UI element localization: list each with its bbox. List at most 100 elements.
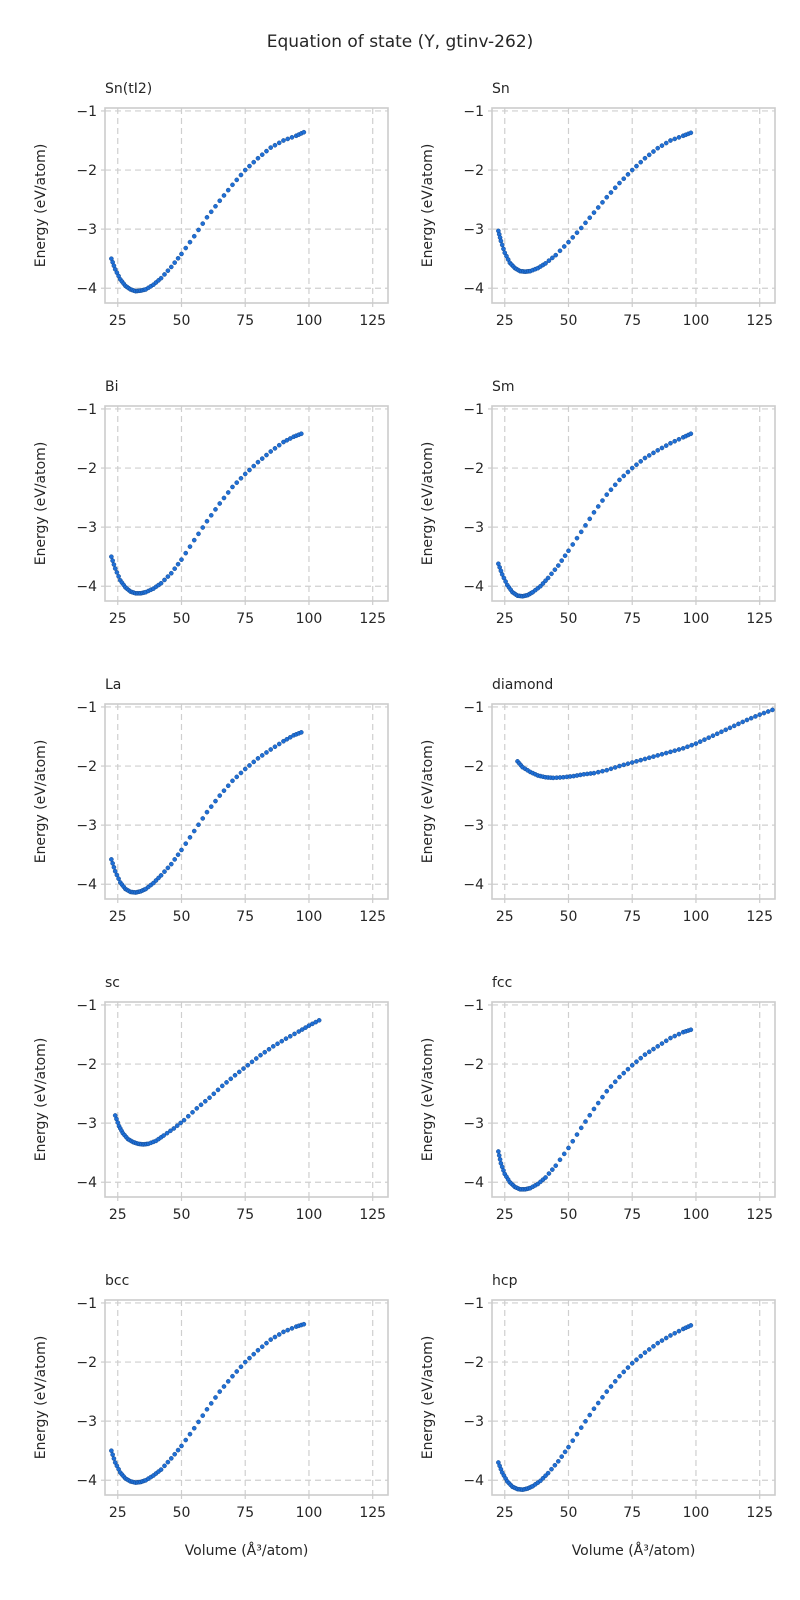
y-tick-label: −4 xyxy=(76,1473,97,1489)
y-tick-label: −1 xyxy=(463,700,484,716)
data-point xyxy=(634,163,639,169)
data-point xyxy=(663,140,669,146)
data-point xyxy=(230,1373,235,1379)
data-point xyxy=(276,741,282,747)
panel-title: Sm xyxy=(492,379,515,395)
x-tick-label: 50 xyxy=(173,1207,191,1223)
data-point xyxy=(651,149,656,154)
data-point xyxy=(276,140,282,146)
data-point xyxy=(629,465,635,471)
data-point xyxy=(608,766,614,772)
data-point xyxy=(204,518,210,524)
data-point xyxy=(175,1447,181,1453)
data-point xyxy=(253,1056,259,1061)
data-point xyxy=(264,1340,269,1346)
data-point xyxy=(168,264,174,270)
data-point xyxy=(259,456,265,461)
data-point xyxy=(258,1052,263,1058)
data-point xyxy=(672,438,678,444)
data-point xyxy=(765,709,771,714)
data-point xyxy=(264,148,269,154)
data-point xyxy=(672,1033,678,1039)
y-axis-label: Energy (eV/atom) xyxy=(420,144,436,268)
data-point xyxy=(688,1027,694,1033)
data-point xyxy=(570,542,576,547)
data-point xyxy=(566,239,571,245)
data-point xyxy=(168,1128,173,1134)
data-point xyxy=(736,721,741,727)
data-point xyxy=(587,215,593,221)
panel-La: 25 50 75 100 125 −4 −3 −2 −1 La Energy (eV/atom) xyxy=(33,677,389,925)
data-point xyxy=(183,245,189,251)
data-point xyxy=(672,748,678,753)
x-tick-label: 50 xyxy=(560,611,578,627)
axes-frame xyxy=(104,405,389,602)
data-point xyxy=(668,440,673,446)
data-point xyxy=(570,1438,576,1443)
panel-bcc: 25 50 75 100 125 −4 −3 −2 −1 bcc Energy (eV/atom) V… xyxy=(33,1273,389,1559)
data-point xyxy=(175,255,181,261)
data-point xyxy=(259,152,265,157)
data-point xyxy=(550,1167,555,1172)
data-point xyxy=(217,501,223,506)
y-tick-label: −3 xyxy=(76,1116,97,1132)
y-tick-label: −1 xyxy=(463,998,484,1014)
data-point xyxy=(545,1470,551,1476)
data-point xyxy=(272,744,278,750)
y-tick-label: −2 xyxy=(463,461,484,477)
data-point xyxy=(185,1113,191,1119)
data-point xyxy=(215,1087,221,1093)
data-point xyxy=(234,480,240,485)
data-point xyxy=(595,504,601,509)
data-point xyxy=(646,152,652,158)
data-point xyxy=(583,1119,588,1124)
data-point xyxy=(116,876,121,882)
data-point xyxy=(549,571,554,577)
y-tick-label: −4 xyxy=(463,1473,484,1489)
data-point xyxy=(202,1098,208,1104)
data-point xyxy=(232,1072,238,1078)
x-tick-label: 75 xyxy=(623,313,641,329)
data-point xyxy=(196,227,201,233)
data-point xyxy=(247,163,252,169)
data-point xyxy=(171,1126,177,1131)
data-point xyxy=(617,1074,622,1080)
x-tick-label: 100 xyxy=(683,1505,710,1521)
y-tick-label: −2 xyxy=(76,759,97,775)
y-tick-label: −3 xyxy=(76,818,97,834)
data-point xyxy=(612,1079,618,1085)
data-point xyxy=(498,238,504,244)
data-point xyxy=(179,1443,184,1449)
data-point xyxy=(578,529,584,535)
panel-title: La xyxy=(105,677,121,693)
y-tick-label: −1 xyxy=(463,1296,484,1312)
y-tick-label: −2 xyxy=(463,163,484,179)
data-point xyxy=(213,1395,218,1400)
data-point xyxy=(301,129,307,135)
data-point xyxy=(162,869,167,874)
data-point xyxy=(276,442,282,448)
data-point xyxy=(158,275,164,281)
panel-title: fcc xyxy=(492,975,512,991)
x-tick-label: 125 xyxy=(359,1505,386,1521)
data-point xyxy=(183,841,189,846)
data-point xyxy=(659,445,665,451)
data-point xyxy=(642,155,648,161)
x-tick-label: 125 xyxy=(746,1207,773,1223)
data-point xyxy=(612,185,618,191)
data-point xyxy=(187,835,193,840)
x-tick-label: 125 xyxy=(746,909,773,925)
data-point xyxy=(621,1070,627,1076)
data-point xyxy=(546,258,552,263)
data-point xyxy=(158,1467,164,1472)
data-point xyxy=(608,1384,614,1389)
data-point xyxy=(111,864,117,870)
data-point xyxy=(191,233,197,239)
data-point xyxy=(706,735,712,740)
x-tick-label: 100 xyxy=(683,611,710,627)
data-point xyxy=(617,1373,622,1379)
x-tick-label: 50 xyxy=(560,1505,578,1521)
data-point xyxy=(638,1055,644,1061)
y-tick-label: −4 xyxy=(463,579,484,595)
data-point xyxy=(187,239,193,245)
